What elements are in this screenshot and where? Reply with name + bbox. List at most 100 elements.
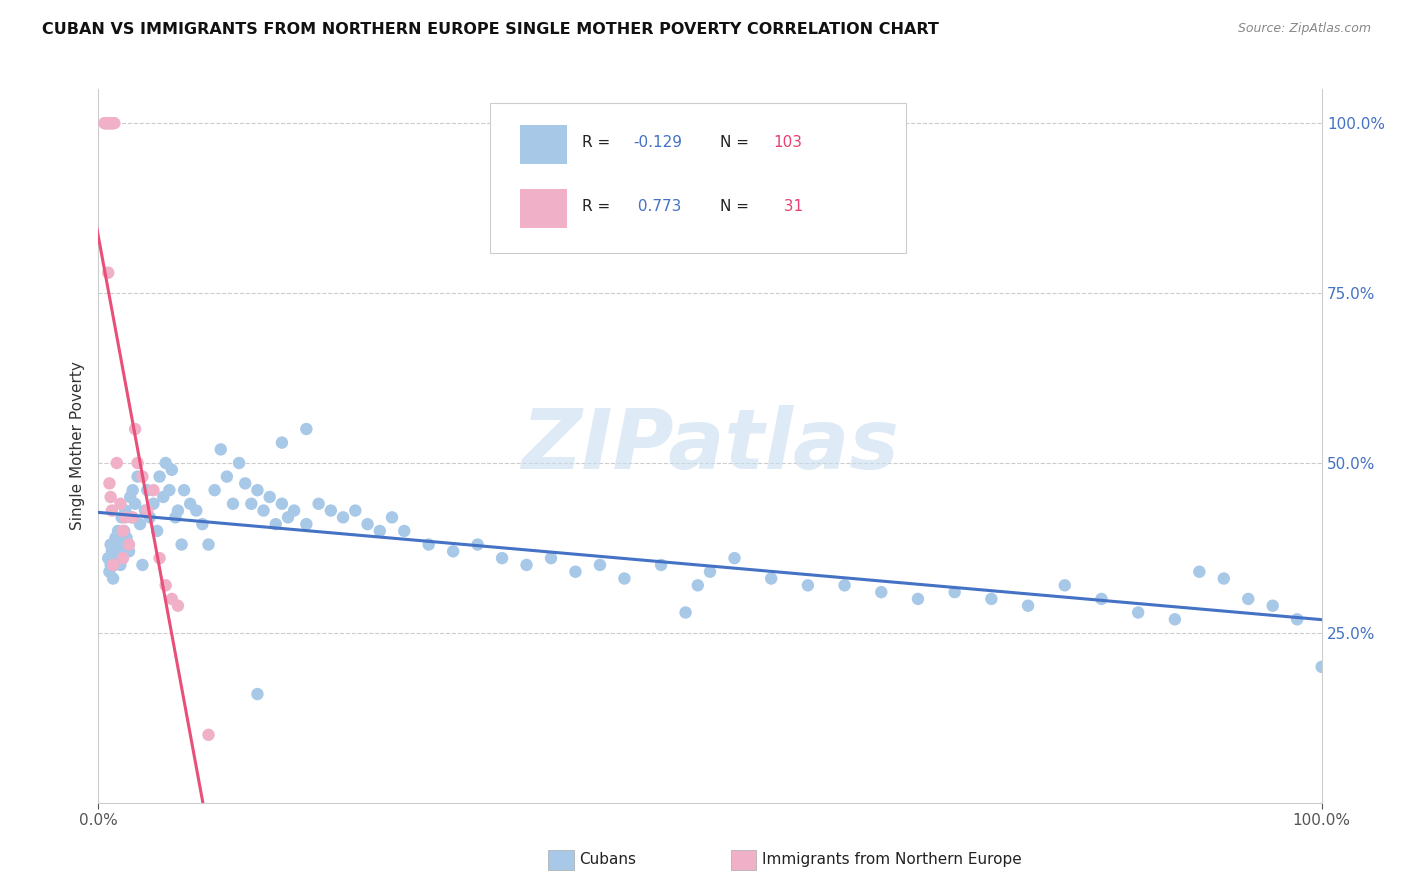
Point [761,572,783,586]
Y-axis label: Single Mother Poverty: Single Mother Poverty [70,361,86,531]
Point [120,510,142,524]
Point [392,524,416,538]
Point [270,497,294,511]
Text: R =: R = [582,200,614,214]
Point [127,469,149,483]
Point [103,116,125,130]
Point [111,524,134,538]
Point [105,537,128,551]
Point [204,483,226,498]
Point [589,558,612,572]
Point [111,551,134,566]
Point [101,503,124,517]
Point [264,517,287,532]
Point [356,517,378,532]
Point [111,510,134,524]
Point [124,497,146,511]
Point [100,537,122,551]
Point [98,476,121,491]
Text: Immigrants from Northern Europe: Immigrants from Northern Europe [762,853,1022,867]
Point [107,524,129,538]
Point [103,558,125,572]
Point [115,531,138,545]
FancyBboxPatch shape [520,189,567,228]
Point [344,503,367,517]
Point [101,558,124,572]
FancyBboxPatch shape [489,103,905,253]
Text: ZIPatlas: ZIPatlas [522,406,898,486]
Point [167,503,190,517]
Point [100,490,122,504]
Text: 31: 31 [773,200,803,214]
Point [1053,578,1076,592]
Point [515,558,537,572]
Point [127,456,149,470]
Point [368,524,391,538]
Point [259,490,281,504]
Point [160,463,183,477]
Point [222,497,245,511]
Point [97,551,120,566]
Point [131,558,153,572]
Point [110,497,132,511]
Point [491,551,513,566]
Point [136,503,159,517]
Point [540,551,562,566]
Point [149,551,172,566]
Point [980,591,1002,606]
Point [332,510,354,524]
Point [907,591,929,606]
Point [167,599,190,613]
Point [173,483,195,498]
Point [155,456,177,470]
Point [564,565,586,579]
Text: -0.129: -0.129 [633,135,682,150]
Point [834,578,856,592]
Point [197,728,219,742]
Point [418,537,440,551]
Text: Cubans: Cubans [579,853,637,867]
Point [699,565,721,579]
Point [110,558,132,572]
Point [295,517,318,532]
Text: CUBAN VS IMMIGRANTS FROM NORTHERN EUROPE SINGLE MOTHER POVERTY CORRELATION CHART: CUBAN VS IMMIGRANTS FROM NORTHERN EUROPE… [42,22,939,37]
Point [308,497,330,511]
Point [1212,572,1234,586]
Point [283,503,305,517]
Point [295,422,318,436]
Point [104,531,127,545]
Point [97,266,120,280]
Point [943,585,966,599]
Point [797,578,820,592]
Text: Source: ZipAtlas.com: Source: ZipAtlas.com [1237,22,1371,36]
Point [98,116,121,130]
Point [270,435,294,450]
Point [121,483,143,498]
Point [101,544,124,558]
Point [1164,612,1187,626]
Point [93,116,115,130]
Point [111,537,134,551]
Point [101,572,124,586]
Point [246,687,269,701]
Point [142,483,165,498]
Point [1090,591,1112,606]
Point [121,510,143,524]
Point [101,116,124,130]
Point [146,524,169,538]
Point [1128,606,1150,620]
Point [97,116,120,130]
Point [650,558,672,572]
Point [675,606,697,620]
Point [142,497,165,511]
Point [100,116,122,130]
Point [134,503,156,517]
FancyBboxPatch shape [520,125,567,164]
Point [105,456,128,470]
Point [215,469,238,483]
Point [191,517,214,532]
Point [131,469,153,483]
Point [114,503,136,517]
Point [381,510,404,524]
Point [240,497,263,511]
